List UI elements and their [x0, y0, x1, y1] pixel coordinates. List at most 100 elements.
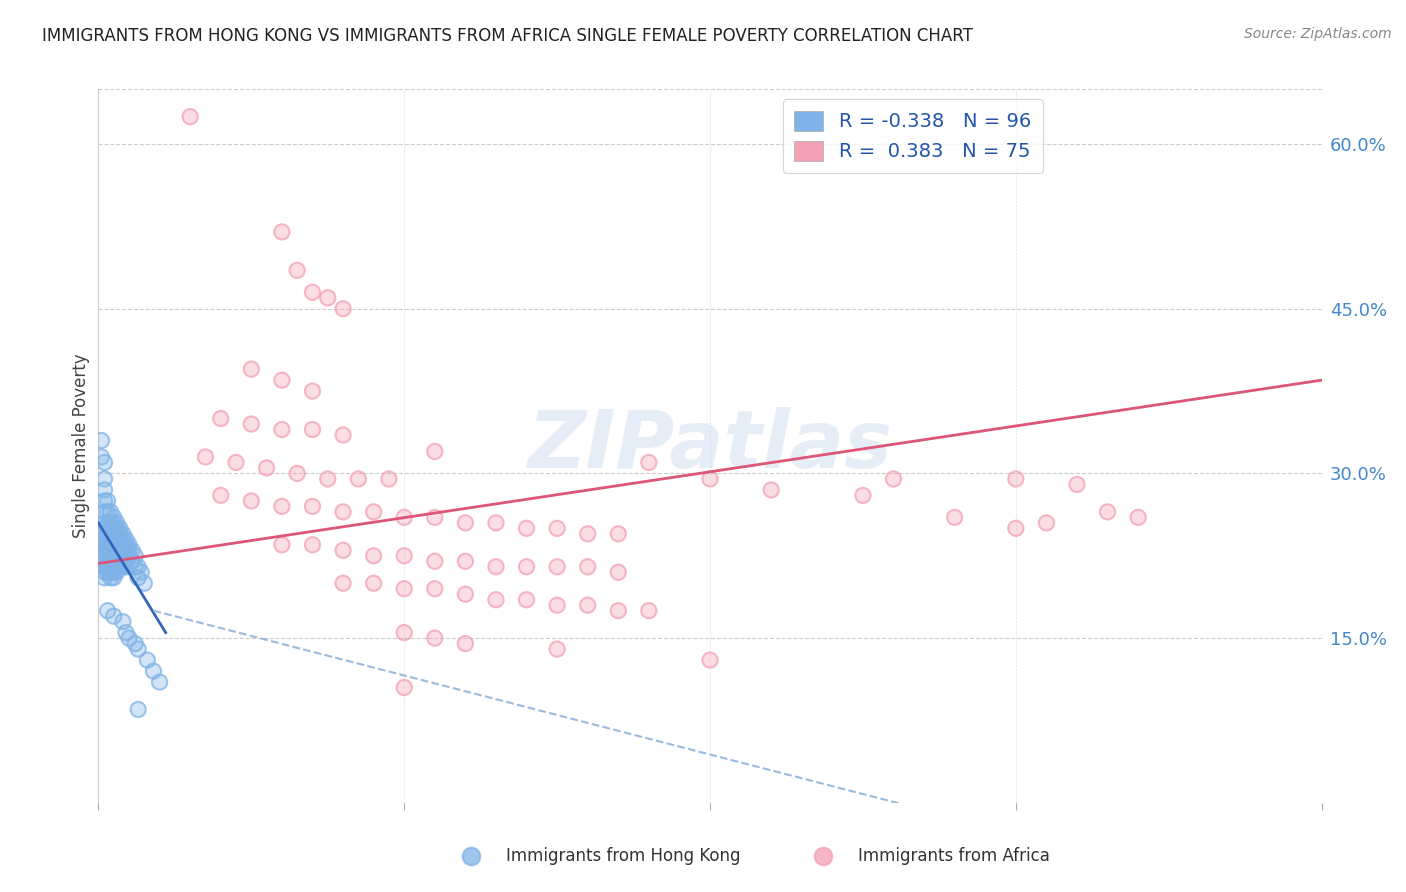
Point [103, 571, 125, 585]
Point [209, 488, 232, 502]
Point [485, 516, 508, 530]
Point [270, 225, 292, 239]
Point [129, 566, 152, 580]
Point [115, 533, 138, 547]
Point [127, 571, 149, 585]
Point [301, 384, 323, 398]
Point [100, 571, 122, 585]
Point [699, 653, 721, 667]
Point [100, 566, 122, 580]
Point [103, 566, 125, 580]
Point [90, 434, 112, 448]
Point [108, 549, 131, 563]
Point [105, 554, 128, 568]
Point [103, 516, 125, 530]
Point [93, 533, 115, 547]
Point [105, 538, 128, 552]
Point [576, 559, 599, 574]
Point [699, 653, 721, 667]
Point [115, 625, 138, 640]
Point [97, 505, 120, 519]
Point [100, 566, 122, 580]
Point [97, 604, 120, 618]
Point [209, 488, 232, 502]
Point [105, 566, 128, 580]
Point [108, 533, 131, 547]
Point [516, 592, 538, 607]
Point [93, 566, 115, 580]
Text: 40.0%: 40.0% [1265, 846, 1322, 863]
Point [103, 521, 125, 535]
Point [97, 549, 120, 563]
Point [332, 505, 354, 519]
Point [105, 521, 128, 535]
Point [111, 554, 134, 568]
Point [363, 549, 385, 563]
Point [93, 494, 115, 508]
Point [332, 301, 354, 316]
Point [118, 631, 141, 645]
Point [103, 533, 125, 547]
Point [209, 411, 232, 425]
Point [97, 516, 120, 530]
Point [103, 571, 125, 585]
Point [103, 516, 125, 530]
Point [576, 526, 599, 541]
Point [93, 455, 115, 469]
Point [142, 664, 165, 678]
Point [100, 554, 122, 568]
Point [108, 521, 131, 535]
Point [115, 543, 138, 558]
Point [97, 516, 120, 530]
Point [285, 263, 308, 277]
Point [103, 609, 125, 624]
Point [100, 526, 122, 541]
Point [301, 384, 323, 398]
Point [240, 362, 263, 376]
Point [301, 538, 323, 552]
Point [93, 516, 115, 530]
Point [127, 642, 149, 657]
Point [111, 526, 134, 541]
Point [546, 642, 568, 657]
Point [316, 472, 339, 486]
Point [225, 455, 247, 469]
Point [93, 571, 115, 585]
Point [637, 455, 661, 469]
Point [108, 554, 131, 568]
Text: IMMIGRANTS FROM HONG KONG VS IMMIGRANTS FROM AFRICA SINGLE FEMALE POVERTY CORREL: IMMIGRANTS FROM HONG KONG VS IMMIGRANTS … [42, 27, 973, 45]
Point [93, 571, 115, 585]
Point [111, 538, 134, 552]
Point [454, 554, 477, 568]
Point [93, 505, 115, 519]
Point [883, 472, 905, 486]
Point [124, 637, 146, 651]
Point [93, 543, 115, 558]
Point [285, 467, 308, 481]
Point [546, 521, 568, 535]
Point [423, 510, 446, 524]
Point [103, 510, 125, 524]
Point [1128, 510, 1150, 524]
Point [111, 543, 134, 558]
Point [103, 559, 125, 574]
Point [118, 631, 141, 645]
Point [270, 373, 292, 387]
Point [209, 411, 232, 425]
Point [111, 615, 134, 629]
Point [105, 559, 128, 574]
Point [240, 362, 263, 376]
Point [100, 505, 122, 519]
Point [607, 604, 630, 618]
Point [256, 461, 278, 475]
Point [108, 521, 131, 535]
Point [105, 549, 128, 563]
Point [100, 571, 122, 585]
Point [100, 521, 122, 535]
Point [100, 543, 122, 558]
Point [392, 549, 416, 563]
Point [363, 505, 385, 519]
Point [378, 472, 401, 486]
Point [454, 587, 477, 601]
Point [97, 494, 120, 508]
